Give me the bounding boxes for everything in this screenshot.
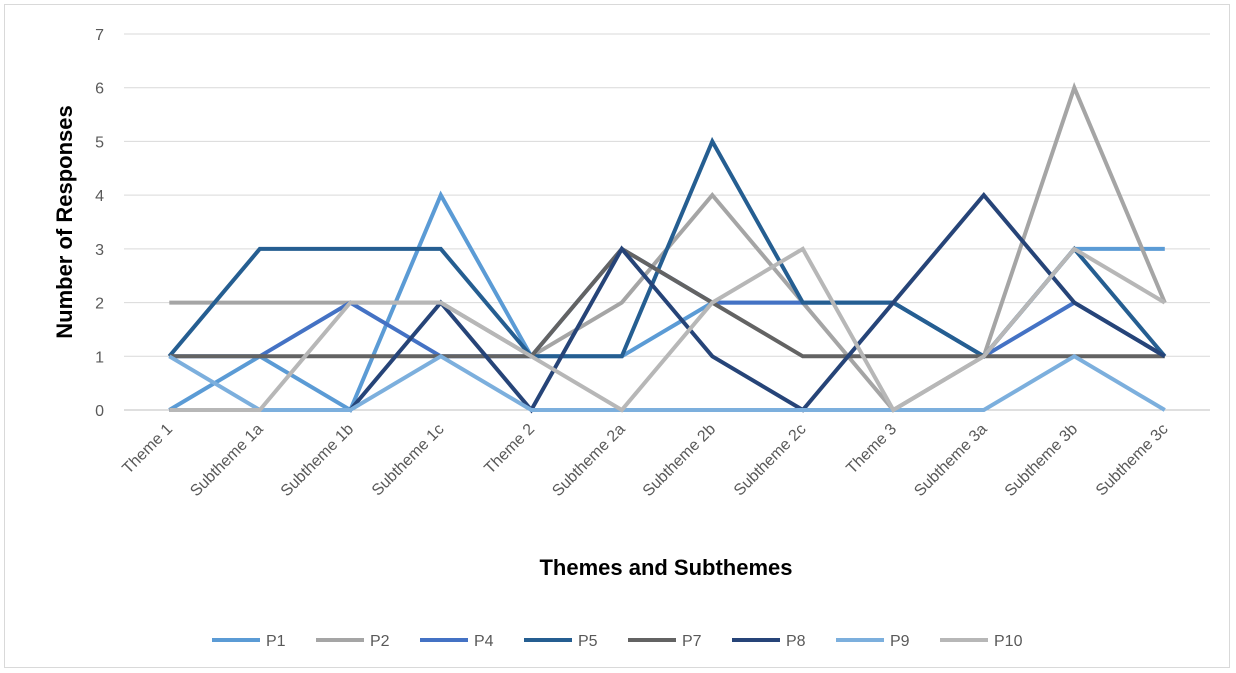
legend-label-p8: P8 xyxy=(786,633,806,650)
x-tick-label: Theme 2 xyxy=(481,421,538,478)
series-lines xyxy=(167,82,1167,414)
y-tick-label: 7 xyxy=(95,27,104,44)
y-tick-label: 3 xyxy=(95,242,104,259)
legend-label-p10: P10 xyxy=(994,633,1023,650)
series-line-p7 xyxy=(169,246,1165,359)
legend-label-p4: P4 xyxy=(474,633,494,650)
x-tick-label: Theme 3 xyxy=(843,421,900,478)
x-tick-label: Subtheme 1a xyxy=(187,421,266,500)
legend-label-p9: P9 xyxy=(890,633,910,650)
y-tick-label: 0 xyxy=(95,403,104,420)
x-tick-label: Subtheme 2a xyxy=(549,421,628,500)
x-tick-label: Subtheme 2c xyxy=(731,421,810,500)
y-tick-label: 5 xyxy=(95,134,104,151)
y-tick-label: 2 xyxy=(95,296,104,313)
x-tick-label: Subtheme 2b xyxy=(640,421,719,500)
series-line-p9 xyxy=(168,353,1166,412)
legend-label-p7: P7 xyxy=(682,633,702,650)
x-tick-label: Subtheme 1b xyxy=(278,421,357,500)
x-tick-label: Subtheme 1c xyxy=(369,421,448,500)
x-axis-ticks: Theme 1 Subtheme 1a Subtheme 1b Subtheme 1c… xyxy=(119,421,1171,500)
x-tick-label: Subtheme 3a xyxy=(911,421,990,500)
y-axis-ticks: 0 1 2 3 4 5 6 7 xyxy=(95,27,104,420)
y-axis-title: Number of Responses xyxy=(52,105,77,339)
y-tick-label: 1 xyxy=(95,349,104,366)
y-tick-label: 4 xyxy=(95,188,104,205)
x-tick-label: Subtheme 3b xyxy=(1002,421,1081,500)
legend: P1 P2 P4 P5 P7 P8 P9 P10 xyxy=(212,633,1023,650)
legend-label-p5: P5 xyxy=(578,633,598,650)
series-line-p10 xyxy=(169,246,1166,413)
x-axis-title: Themes and Subthemes xyxy=(539,555,792,580)
x-tick-label: Theme 1 xyxy=(119,421,176,478)
x-tick-label: Subtheme 3c xyxy=(1093,421,1172,500)
legend-label-p2: P2 xyxy=(370,633,390,650)
chart-frame xyxy=(4,4,1230,668)
legend-label-p1: P1 xyxy=(266,633,286,650)
y-tick-label: 6 xyxy=(95,81,104,98)
